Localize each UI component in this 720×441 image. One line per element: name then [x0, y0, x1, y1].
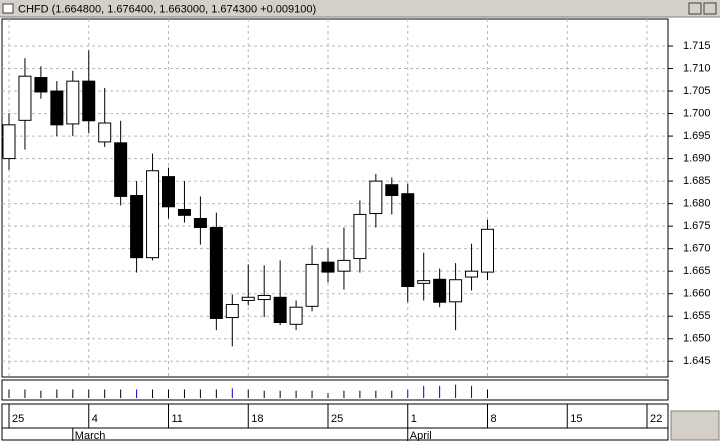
y-tick-label: 1.675 — [683, 220, 711, 232]
candle-body — [321, 261, 335, 273]
x-tick-label: 22 — [650, 413, 662, 425]
date-frame — [1, 403, 669, 441]
x-tick-label: 15 — [570, 413, 582, 425]
x-tick-label: 25 — [331, 413, 343, 425]
candle-body — [369, 180, 383, 215]
candle-body — [289, 306, 303, 325]
candle-body — [66, 80, 80, 125]
y-tick-label: 1.700 — [683, 107, 711, 119]
x-tick-label: 25 — [12, 413, 24, 425]
candle-body — [305, 263, 319, 307]
window-icon — [2, 3, 14, 14]
candle-body — [465, 270, 479, 278]
candle-body — [162, 176, 175, 208]
candle-body — [385, 184, 399, 197]
y-tick-label: 1.695 — [683, 130, 711, 142]
candle-body — [18, 75, 32, 121]
candle-body — [82, 80, 96, 122]
candle-body — [34, 77, 48, 93]
y-tick-label: 1.710 — [683, 62, 711, 74]
candle-body — [50, 90, 64, 126]
candle-body — [481, 228, 494, 273]
y-tick-label: 1.680 — [683, 198, 711, 210]
candle-body — [225, 303, 239, 319]
candle-body — [337, 259, 351, 272]
y-tick-label: 1.670 — [683, 243, 711, 255]
candle-body — [401, 193, 415, 287]
candle-body — [177, 208, 191, 216]
plot-frame — [1, 18, 669, 378]
y-tick-label: 1.705 — [683, 85, 711, 97]
chart-title: CHFD (1.664800, 1.676400, 1.663000, 1.67… — [18, 3, 316, 15]
candle-body — [130, 195, 144, 259]
y-tick-label: 1.655 — [683, 310, 711, 322]
candle-body — [417, 280, 431, 284]
candle-body — [2, 124, 16, 160]
title-bar — [0, 0, 720, 17]
close-button[interactable] — [703, 2, 717, 15]
x-tick-label: 11 — [172, 413, 183, 425]
month-label: March — [75, 430, 106, 441]
y-tick-label: 1.665 — [683, 265, 711, 277]
candle-body — [449, 279, 463, 303]
candle-body — [193, 217, 207, 228]
y-tick-label: 1.690 — [683, 153, 711, 165]
month-label: April — [410, 430, 432, 441]
candle-body — [273, 296, 287, 324]
chart-layer: 1.715 1.710 1.705 1.700 1.695 1.690 1.685 1.680… — [2, 19, 711, 441]
x-tick-label: 1 — [411, 413, 417, 425]
candle-body — [257, 294, 271, 301]
candle-body — [209, 226, 223, 319]
y-tick-label: 1.685 — [683, 175, 711, 187]
x-tick-label: 4 — [92, 413, 98, 425]
y-tick-label: 1.715 — [683, 40, 711, 52]
candle-body — [241, 296, 255, 301]
candle-body — [114, 142, 128, 197]
y-tick-label: 1.650 — [683, 333, 711, 345]
candle-body — [98, 122, 112, 143]
candle-body — [353, 213, 367, 260]
y-tick-label: 1.645 — [683, 355, 711, 367]
volume-frame — [1, 379, 669, 401]
candle-body — [146, 170, 160, 259]
x-tick-label: 18 — [251, 413, 263, 425]
y-tick-label: 1.660 — [683, 288, 711, 300]
corner-box — [670, 410, 720, 441]
x-tick-label: 8 — [491, 413, 497, 425]
candle-body — [433, 278, 447, 303]
restore-button[interactable] — [688, 2, 702, 15]
